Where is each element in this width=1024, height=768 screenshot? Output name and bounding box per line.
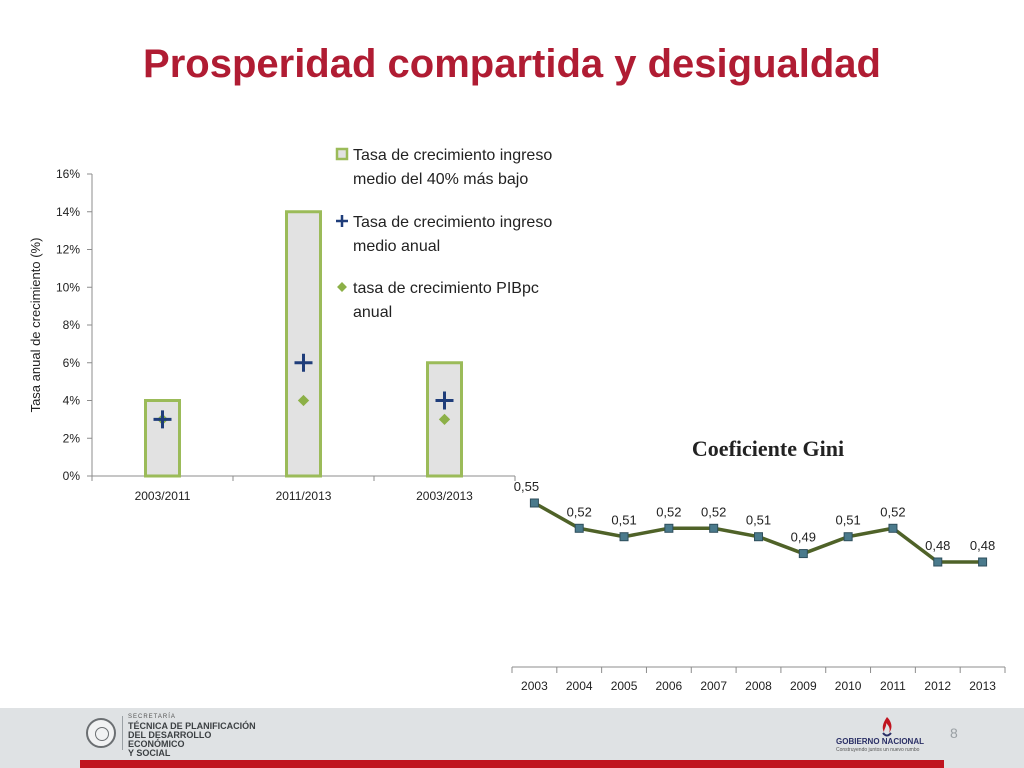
gini-x-tick-label: 2013 xyxy=(969,679,996,693)
gini-point xyxy=(843,532,853,542)
y-tick-label: 8% xyxy=(63,318,81,332)
footer-bar xyxy=(0,708,1024,768)
legend-label-line1: Tasa de crecimiento ingreso xyxy=(353,147,552,164)
y-tick-label: 4% xyxy=(63,394,81,408)
gini-data-label: 0,55 xyxy=(514,479,539,494)
gini-data-label: 0,48 xyxy=(970,538,995,553)
legend-marker-bar xyxy=(335,147,349,161)
national-seal-icon xyxy=(86,718,116,748)
gini-point xyxy=(888,523,898,533)
gini-point xyxy=(754,532,763,542)
y-tick-label: 10% xyxy=(56,280,80,294)
diamond-point xyxy=(297,394,310,407)
cross-point xyxy=(435,391,454,410)
x-tick-label: 2003/2011 xyxy=(135,489,191,503)
x-tick-label: 2003/2013 xyxy=(416,489,473,503)
gini-x-tick-label: 2005 xyxy=(611,679,638,693)
footer-divider xyxy=(122,716,123,750)
gini-x-tick-label: 2006 xyxy=(656,679,683,693)
gini-point xyxy=(709,523,719,533)
legend-label-line2: medio del 40% más bajo xyxy=(353,171,528,188)
legend-marker-cross xyxy=(336,215,348,227)
legend-label-line2: medio anual xyxy=(353,238,440,255)
page-number: 8 xyxy=(950,725,958,741)
gini-data-label: 0,52 xyxy=(656,504,681,519)
growth-rate-chart: 0% 2% 4% 6% 8% 10% 12% 14% 16% Tasa anual de crec… xyxy=(28,147,552,503)
gini-x-tick-label: 2011 xyxy=(880,679,906,693)
cross-point xyxy=(294,353,313,372)
y-tick-label: 2% xyxy=(63,431,81,445)
legend-label-line2: anual xyxy=(353,304,392,321)
gini-x-tick-label: 2010 xyxy=(835,679,862,693)
secretariat-name-line3: Y SOCIAL xyxy=(128,748,171,758)
bar xyxy=(285,210,322,478)
gobierno-nacional-logo: GOBIERNO NACIONAL Construyendo juntos un… xyxy=(836,716,946,756)
gobierno-nacional-name: GOBIERNO NACIONAL xyxy=(836,737,924,746)
slide-title: Prosperidad compartida y desigualdad xyxy=(143,42,881,86)
gini-point xyxy=(664,523,674,533)
y-tick-label: 16% xyxy=(56,167,80,181)
secretariat-name-line1: TÉCNICA DE PLANIFICACIÓN xyxy=(128,721,256,731)
gini-point xyxy=(529,498,539,508)
gini-x-tick-label: 2007 xyxy=(700,679,727,693)
gini-data-label: 0,49 xyxy=(791,530,816,545)
gobierno-flame-icon xyxy=(882,717,892,737)
gini-title: Coeficiente Gini xyxy=(692,436,844,461)
footer-accent-strip xyxy=(80,760,944,768)
y-axis-label: Tasa anual de crecimiento (%) xyxy=(28,238,43,413)
y-tick-label: 0% xyxy=(63,469,81,483)
legend-label-line1: Tasa de crecimiento ingreso xyxy=(353,214,552,231)
gini-point xyxy=(619,532,629,542)
gini-data-label: 0,48 xyxy=(925,538,950,553)
gini-x-tick-label: 2004 xyxy=(566,679,593,693)
gini-point xyxy=(574,523,584,533)
gini-data-label: 0,52 xyxy=(880,504,905,519)
secretariat-name-line2: DEL DESARROLLO ECONÓMICO xyxy=(128,730,212,749)
secretariat-name: TÉCNICA DE PLANIFICACIÓN DEL DESARROLLO … xyxy=(128,722,268,758)
legend-label-line1: tasa de crecimiento PIBpc xyxy=(353,280,539,297)
secretariat-label: SECRETARÍA xyxy=(128,714,176,720)
gini-coefficient-chart: Coeficiente Gini 0,55 2003 0,52 2004 0,51 2005… xyxy=(511,436,1006,693)
gini-point xyxy=(978,557,988,567)
gini-data-label: 0,52 xyxy=(567,504,592,519)
y-tick-label: 14% xyxy=(56,205,80,219)
gobierno-nacional-tagline: Construyendo juntos un nuevo rumbo xyxy=(836,747,920,753)
gini-x-tick-label: 2012 xyxy=(924,679,951,693)
gini-x-tick-label: 2009 xyxy=(790,679,817,693)
x-tick-label: 2011/2013 xyxy=(276,489,332,503)
gini-data-label: 0,52 xyxy=(701,504,726,519)
gini-x-tick-label: 2003 xyxy=(521,679,548,693)
gini-point xyxy=(798,549,808,559)
y-tick-label: 6% xyxy=(63,356,81,370)
cross-point xyxy=(153,410,172,429)
gini-data-label: 0,51 xyxy=(835,513,860,528)
y-tick-label: 12% xyxy=(56,243,80,257)
gini-data-label: 0,51 xyxy=(611,513,636,528)
legend-marker-diamond xyxy=(337,282,347,292)
gini-point xyxy=(933,557,943,567)
gini-data-label: 0,51 xyxy=(746,513,771,528)
diamond-point xyxy=(438,413,451,426)
gini-x-tick-label: 2008 xyxy=(745,679,772,693)
